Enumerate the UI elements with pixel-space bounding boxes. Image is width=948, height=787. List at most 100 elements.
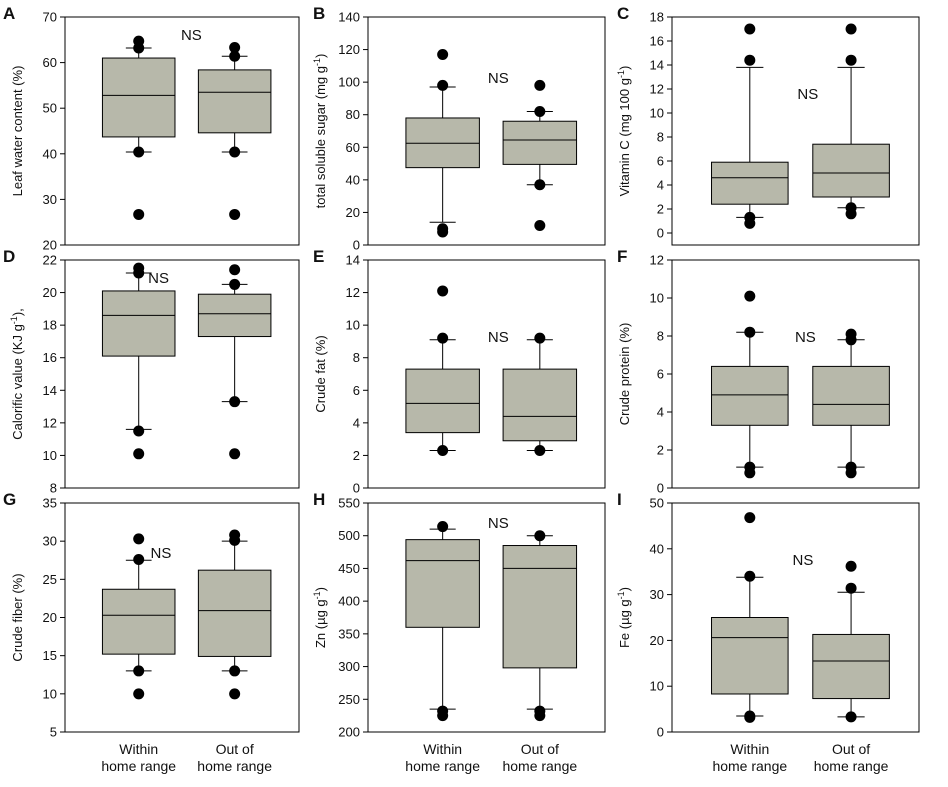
y-tick-label: 70	[43, 10, 57, 25]
y-tick-label: 8	[657, 130, 664, 145]
outlier-point	[229, 448, 241, 460]
outlier-point	[845, 23, 857, 35]
outlier-point	[229, 278, 241, 290]
outlier-point	[229, 208, 241, 220]
box-within-home-range	[101, 533, 176, 700]
plot-frame	[64, 259, 300, 489]
outlier-point	[534, 332, 546, 344]
y-tick-label: 4	[657, 405, 664, 420]
outlier-point	[534, 105, 546, 117]
outlier-point	[845, 54, 857, 66]
y-tick-label: 15	[43, 648, 57, 663]
y-tick-label: 250	[338, 692, 360, 707]
y-axis-label: Leaf water content (%)	[10, 66, 25, 197]
outlier-point	[845, 560, 857, 572]
outlier-point	[133, 448, 145, 460]
ns-annotation: NS	[488, 515, 509, 532]
y-tick-label: 0	[657, 481, 664, 496]
panel-i: I 0 10 20 30 40 50 Fe (µg g-1) NS Within home rang…	[616, 490, 920, 774]
iqr-box	[502, 545, 578, 669]
panel-e: E 0 2 4 6 8 10 12 14 Crude fat (%) NS	[313, 247, 606, 496]
outlier-point	[437, 445, 449, 457]
y-tick-label: 2	[353, 448, 360, 463]
outlier-point	[845, 582, 857, 594]
ns-annotation: NS	[151, 545, 172, 562]
box-out-of-home-range	[197, 529, 272, 700]
y-tick-label: 20	[650, 633, 664, 648]
outlier-point	[437, 705, 449, 717]
iqr-box	[405, 539, 480, 628]
outlier-point	[845, 328, 857, 340]
outlier-point	[744, 461, 756, 473]
iqr-box	[197, 69, 272, 134]
outlier-point	[437, 223, 449, 235]
y-tick-label: 12	[43, 415, 57, 430]
x-category-label: Within home range	[712, 741, 787, 774]
y-axis-label: Crude protein (%)	[617, 323, 632, 426]
plot-frame	[671, 16, 920, 246]
y-tick-label: 140	[338, 10, 360, 25]
y-tick-label: 4	[353, 415, 360, 430]
panel-letter: E	[313, 247, 324, 266]
panel-letter: B	[313, 4, 325, 23]
y-tick-label: 35	[43, 496, 57, 511]
box-out-of-home-range	[812, 560, 890, 723]
box-out-of-home-range	[197, 42, 272, 220]
outlier-point	[744, 570, 756, 582]
y-axis-label: Vitamin C (mg 100 g-1)	[616, 66, 632, 197]
outlier-point	[229, 529, 241, 541]
y-axis-label: Fe (µg g-1)	[616, 587, 632, 648]
y-tick-label: 12	[346, 285, 360, 300]
plot-frame	[64, 16, 300, 246]
outlier-point	[744, 512, 756, 524]
panel-letter: F	[617, 247, 627, 266]
x-category-label: Within home range	[405, 741, 480, 774]
box-within-home-range	[711, 23, 789, 229]
x-category-label: Out of home range	[197, 741, 272, 774]
plot-frame	[367, 259, 606, 489]
y-tick-label: 20	[43, 610, 57, 625]
panel-c: C 0 2 4 6 8 10 12 14 16 18 Vitamin C (mg 100 g-1) NS	[616, 4, 920, 246]
y-tick-label: 16	[650, 34, 664, 49]
y-tick-label: 14	[650, 58, 664, 73]
outlier-point	[229, 396, 241, 408]
y-tick-label: 20	[43, 238, 57, 253]
outlier-point	[133, 208, 145, 220]
outlier-point	[229, 42, 241, 54]
y-tick-label: 18	[43, 318, 57, 333]
box-out-of-home-range	[197, 264, 272, 460]
x-category-label: Within home range	[101, 741, 176, 774]
outlier-point	[133, 262, 145, 274]
y-tick-label: 8	[353, 350, 360, 365]
iqr-box	[502, 120, 578, 165]
y-tick-label: 30	[650, 587, 664, 602]
iqr-box	[711, 161, 789, 205]
plot-frame	[367, 16, 606, 246]
panel-letter: H	[313, 490, 325, 509]
y-tick-label: 400	[338, 594, 360, 609]
outlier-point	[229, 665, 241, 677]
outlier-point	[133, 533, 145, 545]
panel-letter: D	[3, 247, 15, 266]
y-tick-label: 30	[43, 192, 57, 207]
y-tick-label: 450	[338, 561, 360, 576]
box-out-of-home-range	[812, 23, 890, 220]
outlier-point	[133, 688, 145, 700]
panel-letter: I	[617, 490, 622, 509]
y-tick-label: 0	[353, 238, 360, 253]
box-within-home-range	[405, 521, 480, 722]
y-tick-label: 80	[346, 107, 360, 122]
y-tick-label: 0	[353, 481, 360, 496]
y-tick-label: 30	[43, 534, 57, 549]
outlier-point	[133, 553, 145, 565]
panel-letter: G	[3, 490, 16, 509]
y-axis-label: Calorific value (KJ g-1),	[9, 308, 25, 440]
box-out-of-home-range	[502, 530, 578, 722]
y-tick-label: 60	[43, 55, 57, 70]
panel-letter: A	[3, 4, 15, 23]
outlier-point	[534, 705, 546, 717]
box-within-home-range	[405, 48, 480, 238]
iqr-box	[711, 365, 789, 426]
y-axis-label: total soluble sugar (mg g-1)	[312, 54, 328, 209]
